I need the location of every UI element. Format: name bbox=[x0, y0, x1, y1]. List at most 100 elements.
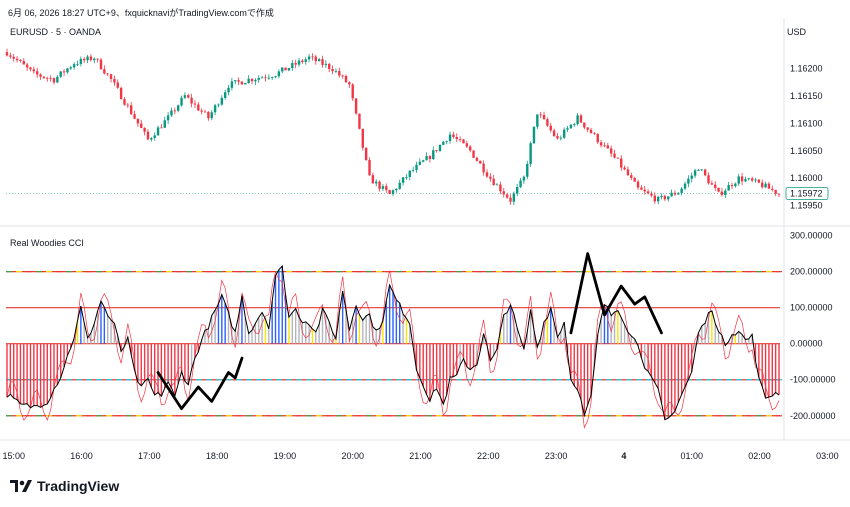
candle-body bbox=[213, 105, 217, 113]
candle-body bbox=[509, 197, 512, 202]
tradingview-logo-icon bbox=[10, 480, 32, 492]
candle-body bbox=[734, 183, 737, 187]
candle-body bbox=[489, 176, 492, 179]
indicator-title[interactable]: Real Woodies CCI bbox=[10, 238, 84, 248]
candle-body bbox=[425, 156, 428, 161]
candle-body bbox=[754, 179, 757, 181]
time-axis-tick: 17:00 bbox=[138, 451, 161, 461]
candle-body bbox=[173, 110, 177, 112]
candle-body bbox=[301, 60, 304, 62]
candle-body bbox=[277, 71, 281, 77]
candle-body bbox=[62, 71, 66, 73]
candle-body bbox=[368, 160, 371, 176]
candle-body bbox=[348, 82, 351, 85]
candle-body bbox=[630, 175, 633, 178]
candle-body bbox=[385, 186, 388, 191]
candle-body bbox=[46, 77, 49, 79]
candle-body bbox=[351, 84, 354, 99]
candle-body bbox=[653, 195, 657, 202]
cci-line bbox=[6, 264, 780, 421]
candle-body bbox=[284, 67, 287, 71]
price-axis-tick: 1.15950 bbox=[790, 201, 823, 211]
candle-body bbox=[539, 114, 542, 116]
candle-body bbox=[388, 190, 391, 194]
candle-body bbox=[707, 175, 710, 184]
price-axis-tick: 1.16050 bbox=[790, 146, 823, 156]
candle-body bbox=[344, 75, 348, 83]
candle-body bbox=[623, 167, 626, 170]
candle-body bbox=[690, 175, 693, 179]
candle-body bbox=[724, 190, 727, 195]
candle-body bbox=[479, 160, 482, 164]
candle-body bbox=[254, 79, 257, 82]
candle-body bbox=[415, 164, 418, 170]
price-axis-tick: 1.16100 bbox=[790, 118, 823, 128]
candle-body bbox=[9, 55, 12, 57]
candle-body bbox=[311, 56, 314, 58]
symbol-title[interactable]: EURUSD · 5 · OANDA bbox=[10, 27, 102, 37]
candle-body bbox=[566, 128, 569, 130]
candle-body bbox=[774, 189, 777, 194]
candle-body bbox=[579, 115, 583, 123]
candle-body bbox=[485, 172, 489, 177]
candle-body bbox=[737, 176, 740, 184]
chart-caption: 6月 06, 2026 18:27 UTC+9、fxquicknaviがTrad… bbox=[8, 8, 274, 18]
candle-body bbox=[492, 178, 495, 186]
candle-body bbox=[777, 193, 781, 195]
candle-body bbox=[129, 105, 133, 115]
candle-body bbox=[546, 119, 549, 126]
time-axis-tick: 23:00 bbox=[545, 451, 568, 461]
candle-body bbox=[697, 170, 700, 171]
currency-label[interactable]: USD bbox=[786, 27, 806, 37]
candle-body bbox=[203, 111, 207, 113]
brand-name: TradingView bbox=[37, 478, 120, 494]
candle-body bbox=[375, 181, 378, 184]
candle-body bbox=[502, 191, 505, 195]
cci-axis-tick: 200.00000 bbox=[790, 267, 833, 277]
candle-body bbox=[727, 185, 730, 191]
candle-body bbox=[223, 92, 227, 98]
candle-body bbox=[109, 74, 113, 79]
tradingview-logo[interactable]: TradingView bbox=[10, 478, 119, 494]
candle-body bbox=[341, 75, 344, 77]
candle-body bbox=[609, 148, 613, 154]
candle-body bbox=[358, 113, 361, 129]
candle-body bbox=[526, 163, 529, 177]
candle-body bbox=[106, 73, 109, 75]
candle-body bbox=[103, 69, 106, 74]
candle-body bbox=[646, 191, 650, 194]
candle-body bbox=[515, 187, 519, 194]
candle-body bbox=[237, 80, 240, 82]
candle-body bbox=[56, 76, 59, 83]
candle-body bbox=[740, 176, 744, 182]
candle-body bbox=[15, 58, 19, 61]
hand-drawn-annotations bbox=[156, 252, 663, 410]
candle-body bbox=[250, 78, 254, 82]
candle-body bbox=[475, 157, 479, 161]
candle-body bbox=[170, 110, 173, 116]
candle-body bbox=[76, 63, 79, 65]
candle-body bbox=[113, 78, 116, 83]
candle-body bbox=[761, 182, 764, 188]
candle-body bbox=[146, 131, 150, 140]
candle-body bbox=[559, 137, 563, 139]
candle-body bbox=[99, 59, 103, 70]
candle-body bbox=[680, 188, 683, 194]
candle-body bbox=[126, 104, 130, 106]
candle-body bbox=[381, 186, 385, 189]
candle-body bbox=[714, 184, 717, 188]
candle-body bbox=[176, 105, 180, 111]
candle-body bbox=[556, 136, 559, 139]
candle-body bbox=[294, 63, 297, 65]
candle-body bbox=[72, 64, 76, 68]
candle-body bbox=[274, 76, 277, 78]
candle-body bbox=[314, 56, 317, 62]
candle-body bbox=[183, 95, 187, 98]
candle-body bbox=[519, 180, 522, 188]
candle-body bbox=[465, 143, 469, 147]
candle-body bbox=[96, 58, 99, 60]
candle-body bbox=[663, 195, 667, 200]
candle-body bbox=[116, 82, 119, 88]
candle-body bbox=[200, 110, 203, 112]
